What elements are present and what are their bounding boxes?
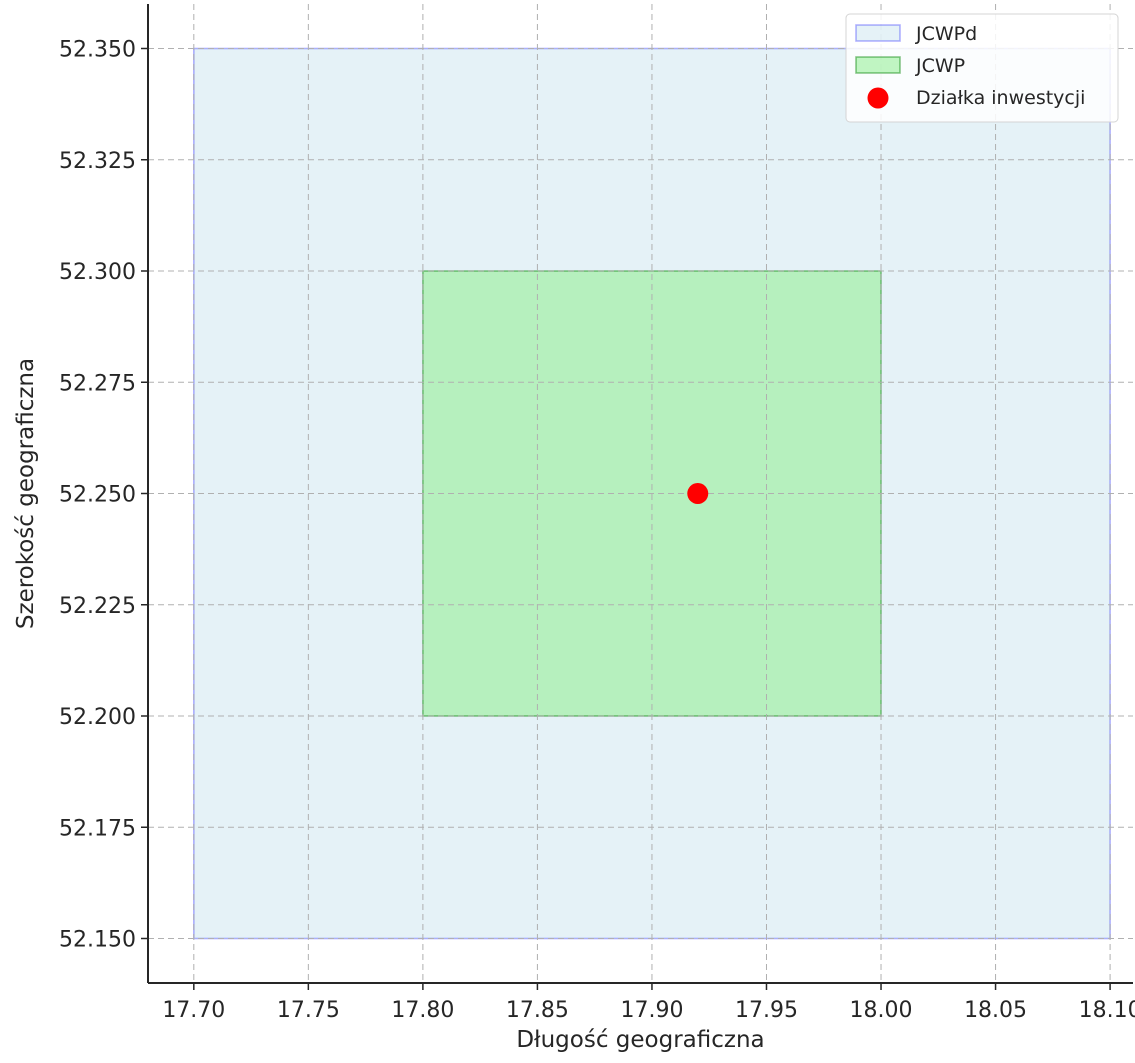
x-tick-label: 17.75 — [277, 998, 340, 1023]
y-tick-label: 52.300 — [59, 260, 136, 285]
y-tick-label: 52.150 — [59, 928, 136, 953]
x-tick-label: 17.90 — [620, 998, 683, 1023]
points — [687, 483, 709, 504]
legend-swatch-jcwp — [855, 56, 901, 74]
y-tick-label: 52.350 — [59, 38, 136, 63]
legend-frame — [845, 13, 1119, 123]
y-tick-label: 52.275 — [59, 371, 136, 396]
x-tick-label: 17.85 — [506, 998, 569, 1023]
point-dzialka — [687, 483, 709, 504]
x-tick-label: 17.70 — [162, 998, 225, 1023]
x-tick-label: 17.80 — [391, 998, 454, 1023]
y-tick-label: 52.250 — [59, 483, 136, 508]
y-axis-label: Szerokość geograficzna — [13, 358, 39, 629]
legend-label: JCWPd — [915, 23, 977, 45]
ticks: 17.70 17.75 17.80 17.85 17.90 17.95 18.00 18.05… — [59, 38, 1135, 1024]
legend: JCWPd JCWP Działka inwestycji — [845, 13, 1119, 123]
grid — [148, 4, 1133, 983]
x-tick-label: 17.95 — [735, 998, 798, 1023]
legend-marker-dzialka — [867, 87, 889, 109]
legend-swatch-jcwpd — [855, 24, 901, 42]
legend-label: Działka inwestycji — [916, 87, 1085, 109]
x-tick-label: 18.10 — [1079, 998, 1135, 1023]
y-tick-label: 52.225 — [59, 594, 136, 619]
y-tick-label: 52.175 — [59, 816, 136, 841]
legend-label: JCWP — [915, 55, 965, 77]
x-tick-label: 18.05 — [964, 998, 1027, 1023]
x-tick-label: 18.00 — [850, 998, 913, 1023]
x-axis-label: Długość geograficzna — [516, 1027, 764, 1053]
y-tick-label: 52.200 — [59, 705, 136, 730]
y-tick-label: 52.325 — [59, 149, 136, 174]
